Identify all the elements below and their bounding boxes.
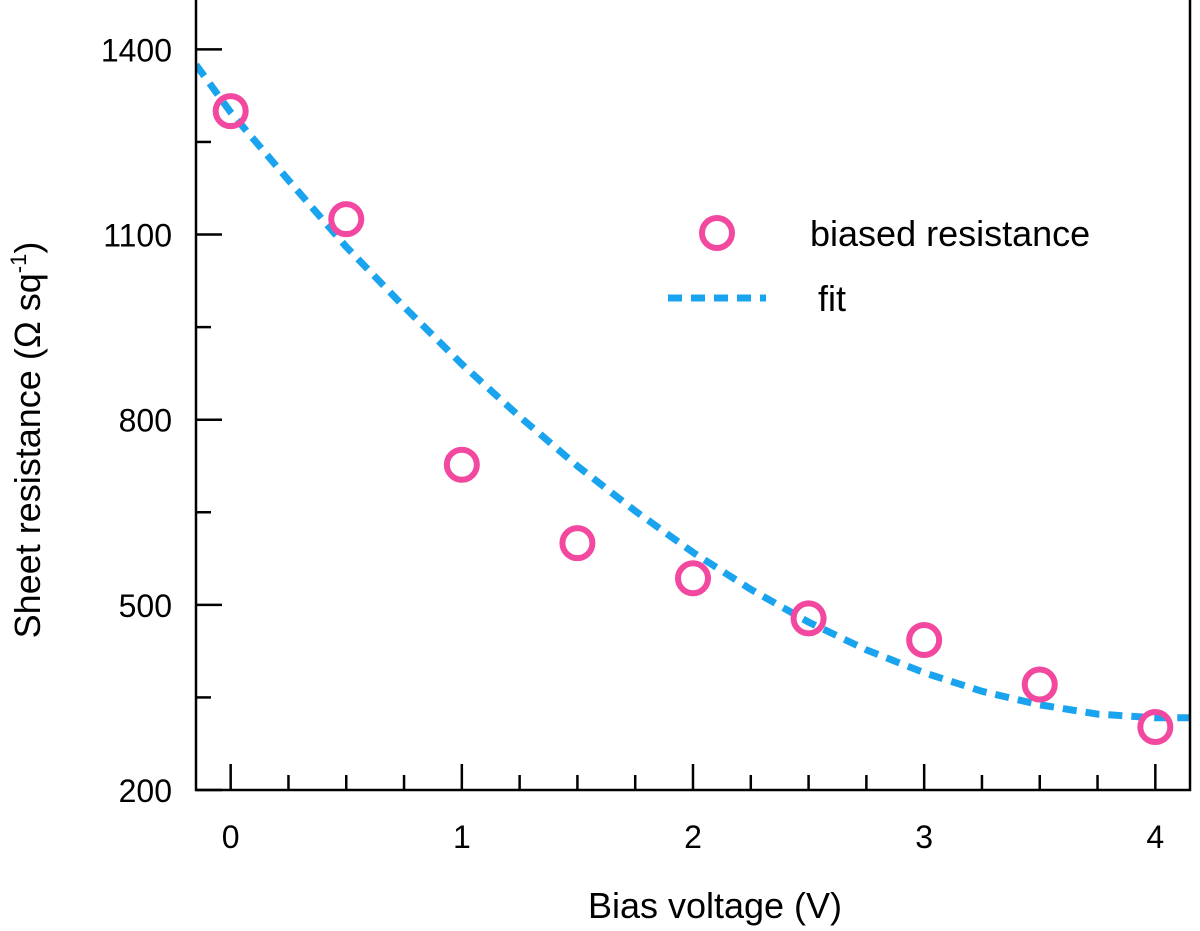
x-tick-label: 4 (1146, 819, 1164, 855)
data-point (1021, 666, 1058, 703)
data-point (212, 93, 249, 130)
data-point (443, 446, 480, 483)
y-axis-title-close: ) (7, 242, 48, 254)
x-tick-label: 0 (222, 819, 240, 855)
y-tick-label: 1400 (101, 32, 172, 68)
x-tick-label: 3 (915, 819, 933, 855)
y-tick-label: 200 (119, 773, 172, 809)
legend-marker-biased-resistance (699, 215, 735, 251)
x-tick-label: 1 (453, 819, 471, 855)
data-point (559, 525, 596, 562)
y-axis-title-main: Sheet resistance (Ω sq (7, 273, 48, 638)
y-axis-title-superscript: -1 (6, 254, 31, 274)
y-tick-label: 800 (119, 403, 172, 439)
x-ticks: 0 1 2 3 4 (222, 764, 1164, 855)
data-point (790, 600, 827, 637)
data-point (328, 201, 365, 238)
y-tick-label: 1100 (103, 218, 172, 254)
x-tick-label: 2 (684, 819, 702, 855)
plot-area (196, 62, 1190, 746)
legend-label-fit: fit (818, 278, 846, 319)
x-axis-title: Bias voltage (V) (588, 885, 842, 926)
y-axis-title: Sheet resistance (Ω sq-1) (6, 242, 48, 639)
data-point (1137, 709, 1174, 746)
y-ticks: 200 500 800 1100 1400 (101, 32, 222, 809)
y-tick-label: 500 (119, 588, 172, 624)
fit-line (196, 62, 1190, 722)
legend-label-biased-resistance: biased resistance (810, 213, 1090, 254)
data-point (906, 622, 943, 659)
data-point (675, 560, 711, 597)
legend: biased resistance fit (668, 213, 1090, 319)
